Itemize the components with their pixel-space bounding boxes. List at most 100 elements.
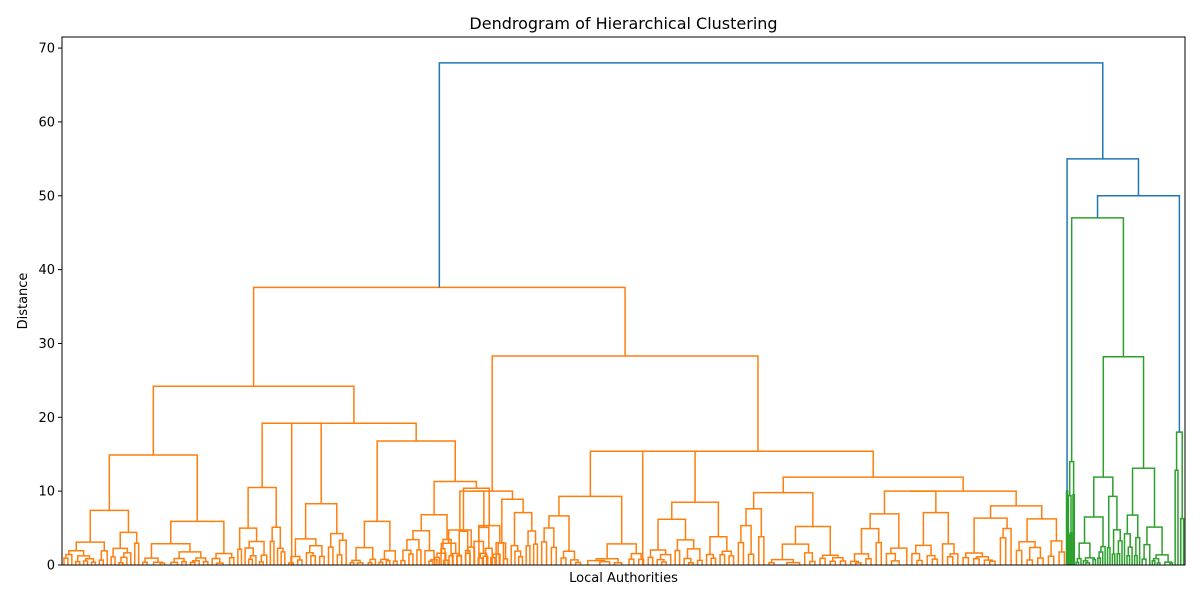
dendrogram-link bbox=[290, 422, 417, 565]
dendrogram-link bbox=[178, 551, 202, 559]
dendrogram-link bbox=[641, 450, 874, 565]
dendrogram-link bbox=[972, 557, 980, 565]
dendrogram-link bbox=[420, 514, 448, 540]
dendrogram-link bbox=[296, 559, 303, 565]
y-tick-label: 10 bbox=[38, 485, 55, 500]
dendrogram-link bbox=[849, 560, 860, 565]
dendrogram-link bbox=[839, 560, 847, 565]
dendrogram-link bbox=[513, 511, 533, 546]
dendrogram-links bbox=[63, 62, 1185, 565]
dendrogram-link bbox=[495, 553, 501, 565]
dendrogram-link bbox=[710, 557, 717, 565]
dendrogram-link bbox=[490, 556, 496, 565]
dendrogram-link bbox=[1050, 540, 1063, 557]
dendrogram-link bbox=[1098, 551, 1104, 565]
dendrogram-link bbox=[737, 541, 745, 565]
dendrogram-link bbox=[649, 549, 667, 558]
dendrogram-link bbox=[1108, 495, 1118, 548]
y-tick-label: 30 bbox=[38, 337, 55, 352]
dendrogram-link bbox=[110, 556, 116, 565]
dendrogram-link bbox=[709, 536, 728, 555]
dendrogram-link bbox=[1047, 555, 1055, 565]
dendrogram-link bbox=[497, 542, 507, 559]
dendrogram-link bbox=[740, 524, 752, 555]
y-tick-label: 60 bbox=[38, 115, 55, 130]
x-axis-label: Local Authorities bbox=[569, 571, 678, 586]
dendrogram-link bbox=[1112, 529, 1121, 555]
dendrogram-link bbox=[1026, 559, 1034, 565]
dendrogram-link bbox=[890, 547, 908, 565]
dendrogram-link bbox=[1097, 557, 1102, 565]
dendrogram-link bbox=[430, 558, 438, 565]
dendrogram-link bbox=[1156, 562, 1161, 565]
dendrogram-link bbox=[169, 520, 225, 554]
dendrogram-link bbox=[628, 558, 635, 565]
dendrogram-link bbox=[1131, 467, 1156, 528]
dendrogram-link bbox=[875, 541, 883, 565]
y-tick-label: 0 bbox=[47, 559, 55, 574]
dendrogram-link bbox=[247, 486, 277, 529]
dendrogram-link bbox=[98, 559, 105, 565]
dendrogram-link bbox=[705, 553, 715, 565]
dendrogram-link bbox=[683, 557, 692, 565]
dendrogram-link bbox=[1175, 431, 1183, 519]
dendrogram-link bbox=[416, 549, 422, 565]
dendrogram-link bbox=[883, 490, 937, 514]
dendrogram-link bbox=[349, 561, 355, 565]
dendrogram-link bbox=[1067, 494, 1072, 535]
dendrogram-link bbox=[745, 507, 763, 537]
dendrogram-link bbox=[926, 554, 936, 565]
dendrogram-link bbox=[1069, 532, 1073, 565]
y-tick-label: 20 bbox=[38, 411, 55, 426]
dendrogram-link bbox=[1037, 557, 1044, 565]
dendrogram-link bbox=[890, 560, 900, 565]
dendrogram-link bbox=[606, 543, 638, 559]
dendrogram-link bbox=[922, 511, 950, 546]
dendrogram-link bbox=[89, 509, 130, 543]
dendrogram-link bbox=[517, 555, 524, 565]
dendrogram-link bbox=[962, 556, 970, 565]
dendrogram-link bbox=[119, 531, 138, 549]
dendrogram-link bbox=[258, 561, 264, 565]
dendrogram-link bbox=[252, 286, 626, 387]
dendrogram-link bbox=[247, 558, 254, 565]
dendrogram-link bbox=[438, 62, 1104, 288]
dendrogram-link bbox=[355, 546, 374, 561]
dendrogram-link bbox=[1072, 493, 1076, 565]
dendrogram-link bbox=[75, 541, 106, 551]
dendrogram-link bbox=[819, 557, 826, 565]
dendrogram-link bbox=[442, 559, 449, 565]
dendrogram-link bbox=[1015, 549, 1023, 565]
dendrogram-link bbox=[829, 560, 837, 565]
dendrogram-link bbox=[108, 454, 199, 522]
dendrogram-link bbox=[150, 543, 191, 559]
dendrogram-link bbox=[532, 543, 539, 565]
dendrogram-link bbox=[385, 559, 391, 565]
dendrogram-link bbox=[647, 556, 654, 565]
dendrogram-link bbox=[548, 515, 570, 552]
dendrogram-link bbox=[65, 553, 73, 565]
dendrogram-link bbox=[599, 560, 611, 565]
dendrogram-link bbox=[1126, 554, 1131, 565]
dendrogram-link bbox=[768, 561, 775, 565]
dendrogram-link bbox=[309, 544, 323, 557]
dendrogram-link bbox=[327, 546, 334, 565]
dendrogram-link bbox=[238, 527, 258, 550]
dendrogram-link bbox=[142, 561, 148, 565]
dendrogram-link bbox=[458, 530, 469, 556]
dendrogram-link bbox=[462, 487, 491, 532]
dendrogram-link bbox=[1084, 557, 1096, 561]
dendrogram-link bbox=[809, 560, 816, 565]
dendrogram-link bbox=[1180, 517, 1185, 565]
dendrogram-link bbox=[514, 550, 522, 565]
dendrogram-link bbox=[676, 539, 695, 551]
y-axis-label: Distance bbox=[16, 273, 31, 330]
y-axis: 0 10 20 30 40 50 60 70 bbox=[38, 42, 62, 574]
dendrogram-link bbox=[304, 502, 338, 539]
dendrogram-link bbox=[999, 537, 1007, 565]
dendrogram-link bbox=[336, 554, 343, 565]
dendrogram-link bbox=[657, 518, 687, 550]
dendrogram-link bbox=[428, 560, 434, 565]
